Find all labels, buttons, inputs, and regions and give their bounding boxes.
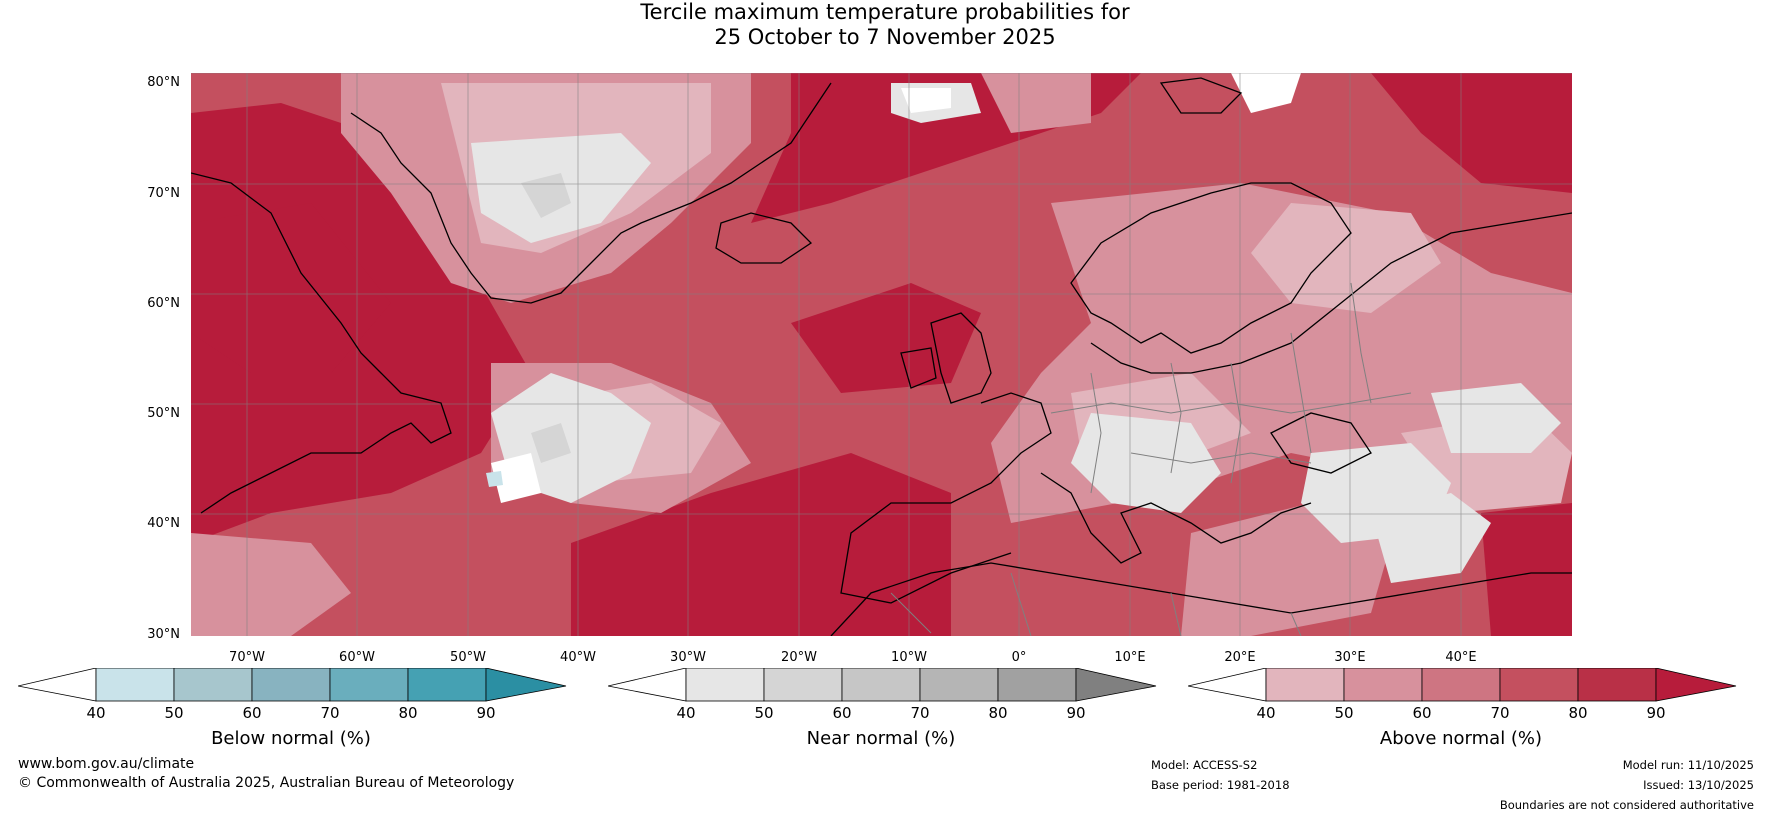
lat-label-70n: 70°N — [147, 186, 180, 201]
disclaimer-text: Boundaries are not considered authoritat… — [1499, 798, 1754, 812]
probability-map — [191, 73, 1572, 636]
probability-fields — [191, 73, 1572, 636]
lon-label-0: 0° — [1011, 650, 1027, 665]
website-link[interactable]: www.bom.gov.au/climate — [18, 756, 195, 772]
colorbar-above-normal-tick-90: 90 — [1646, 704, 1666, 722]
model-run-text: Model run: 11/10/2025 — [1622, 758, 1754, 772]
colorbar-below-normal-tick-40: 40 — [86, 704, 106, 722]
graticule — [191, 73, 1572, 636]
colorbar-above-normal-tick-80: 80 — [1568, 704, 1588, 722]
lon-label-70w: 70°W — [229, 650, 265, 665]
colorbar-below-normal — [18, 668, 567, 702]
lon-label-40w: 40°W — [560, 650, 596, 665]
country-borders — [890, 282, 1412, 636]
lat-label-50n: 50°N — [147, 406, 180, 421]
lat-label-80n: 80°N — [147, 75, 180, 90]
colorbar-below-normal-swatch-3 — [251, 668, 331, 702]
lat-label-60n: 60°N — [147, 296, 180, 311]
colorbar-near-normal-tick-60: 60 — [832, 704, 852, 722]
colorbar-above-normal-tick-70: 70 — [1490, 704, 1510, 722]
coastlines — [191, 77, 1572, 636]
colorbar-below-normal-label: Below normal (%) — [211, 728, 371, 749]
map-title-line2: 25 October to 7 November 2025 — [714, 25, 1056, 49]
lon-label-30e: 30°E — [1334, 650, 1366, 665]
colorbar-above-normal-tick-50: 50 — [1334, 704, 1354, 722]
colorbar-below-normal-low-arrow — [18, 668, 97, 702]
colorbar-above-normal-swatch-5 — [1577, 668, 1657, 702]
colorbar-above-normal — [1188, 668, 1737, 702]
colorbar-near-normal-tick-40: 40 — [676, 704, 696, 722]
colorbar-below-normal-swatch-4 — [329, 668, 409, 702]
lon-label-10e: 10°E — [1114, 650, 1146, 665]
colorbar-near-normal-tick-90: 90 — [1066, 704, 1086, 722]
lon-label-10w: 10°W — [891, 650, 927, 665]
colorbar-near-normal-swatch-1 — [685, 668, 765, 702]
colorbar-near-normal-tick-70: 70 — [910, 704, 930, 722]
colorbar-above-normal-swatch-2 — [1343, 668, 1423, 702]
colorbar-below-normal-tick-90: 90 — [476, 704, 496, 722]
colorbar-below-normal-swatch-2 — [173, 668, 253, 702]
colorbar-below-normal-tick-80: 80 — [398, 704, 418, 722]
map-title-line1: Tercile maximum temperature probabilitie… — [640, 0, 1130, 24]
colorbar-near-normal-swatch-4 — [919, 668, 999, 702]
colorbar-above-normal-high-arrow — [1655, 668, 1737, 702]
colorbar-above-normal-swatch-1 — [1265, 668, 1345, 702]
colorbar-below-normal-tick-70: 70 — [320, 704, 340, 722]
lon-label-20e: 20°E — [1224, 650, 1256, 665]
colorbar-near-normal-high-arrow — [1075, 668, 1157, 702]
colorbar-above-normal-tick-60: 60 — [1412, 704, 1432, 722]
colorbar-below-normal-high-arrow — [485, 668, 567, 702]
colorbar-near-normal-label: Near normal (%) — [806, 728, 956, 749]
lon-label-50w: 50°W — [450, 650, 486, 665]
colorbar-below-normal-tick-60: 60 — [242, 704, 262, 722]
lon-label-60w: 60°W — [339, 650, 375, 665]
colorbar-near-normal-tick-80: 80 — [988, 704, 1008, 722]
lon-label-20w: 20°W — [781, 650, 817, 665]
base-period-text: Base period: 1981-2018 — [1151, 778, 1290, 792]
model-text: Model: ACCESS-S2 — [1151, 758, 1258, 772]
lat-label-30n: 30°N — [147, 627, 180, 642]
colorbar-above-normal-low-arrow — [1188, 668, 1267, 702]
colorbar-below-normal-swatch-1 — [95, 668, 175, 702]
colorbar-above-normal-swatch-3 — [1421, 668, 1501, 702]
lon-label-30w: 30°W — [670, 650, 706, 665]
map-title: Tercile maximum temperature probabilitie… — [0, 0, 1770, 50]
colorbar-near-normal-low-arrow — [608, 668, 687, 702]
colorbar-above-normal-tick-40: 40 — [1256, 704, 1276, 722]
colorbar-above-normal-swatch-4 — [1499, 668, 1579, 702]
issued-text: Issued: 13/10/2025 — [1643, 778, 1754, 792]
colorbar-above-normal-label: Above normal (%) — [1379, 728, 1543, 749]
colorbar-near-normal-swatch-3 — [841, 668, 921, 702]
copyright-text: © Commonwealth of Australia 2025, Austra… — [18, 775, 515, 791]
colorbar-near-normal-tick-50: 50 — [754, 704, 774, 722]
colorbar-below-normal-swatch-5 — [407, 668, 487, 702]
lat-label-40n: 40°N — [147, 516, 180, 531]
colorbar-near-normal-swatch-2 — [763, 668, 843, 702]
colorbar-near-normal — [608, 668, 1157, 702]
colorbar-near-normal-swatch-5 — [997, 668, 1077, 702]
colorbar-below-normal-tick-50: 50 — [164, 704, 184, 722]
lon-label-40e: 40°E — [1445, 650, 1477, 665]
